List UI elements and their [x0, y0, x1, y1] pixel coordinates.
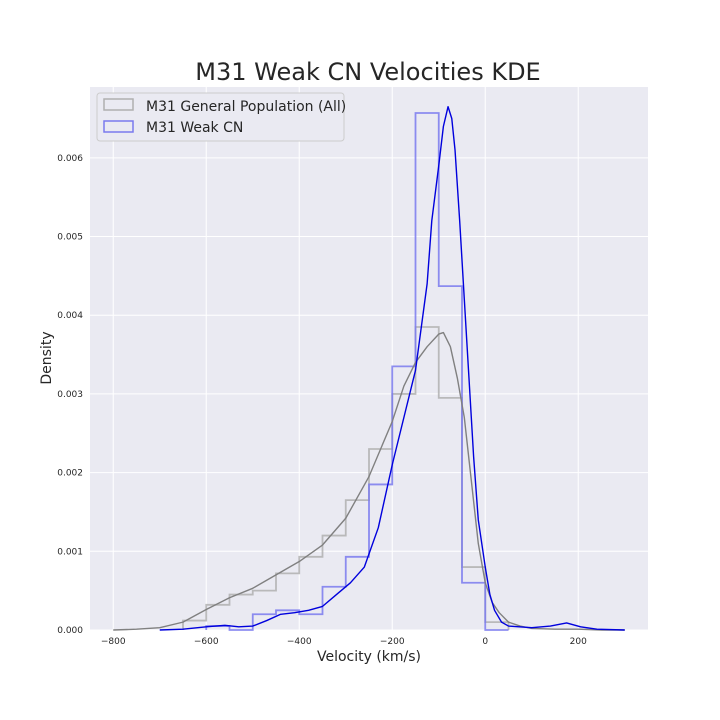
x-tick-label: −200	[380, 637, 405, 647]
x-tick-label: −600	[194, 637, 219, 647]
x-tick-label: −400	[287, 637, 312, 647]
legend-label-general: M31 General Population (All)	[146, 99, 346, 115]
grid-lines	[90, 87, 648, 631]
legend-label-weak-cn: M31 Weak CN	[146, 120, 243, 136]
y-tick-label: 0.004	[57, 311, 83, 321]
kde-curves	[113, 105, 625, 631]
x-tick-label: 200	[570, 637, 587, 647]
histogram-series-1	[205, 112, 509, 631]
kde-curve-series-1	[159, 105, 625, 631]
legend: M31 General Population (All) M31 Weak CN	[96, 92, 346, 142]
x-axis-label: Velocity (km/s)	[317, 649, 421, 665]
x-axis-ticks: −800 −600 −400 −200 0 200	[101, 637, 587, 647]
x-tick-label: 0	[482, 637, 488, 647]
y-tick-label: 0.002	[57, 469, 83, 479]
chart-title: M31 Weak CN Velocities KDE	[195, 58, 540, 86]
y-axis-label: Density	[39, 331, 55, 384]
y-tick-label: 0.000	[57, 626, 83, 636]
legend-swatch-general	[103, 98, 134, 111]
kde-curve-series-0	[113, 331, 625, 631]
y-tick-label: 0.005	[57, 233, 83, 243]
y-tick-label: 0.006	[57, 154, 83, 164]
y-axis-ticks: 0.000 0.001 0.002 0.003 0.004 0.005 0.006	[57, 154, 83, 636]
x-tick-label: −800	[101, 637, 126, 647]
legend-box	[96, 92, 345, 142]
legend-swatch-weak-cn	[103, 120, 134, 133]
y-tick-label: 0.001	[57, 547, 83, 557]
y-tick-label: 0.003	[57, 390, 83, 400]
